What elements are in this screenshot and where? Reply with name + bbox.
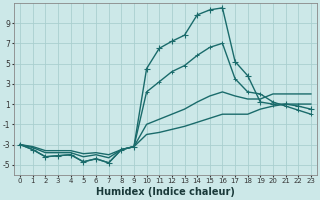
X-axis label: Humidex (Indice chaleur): Humidex (Indice chaleur) [96, 187, 235, 197]
